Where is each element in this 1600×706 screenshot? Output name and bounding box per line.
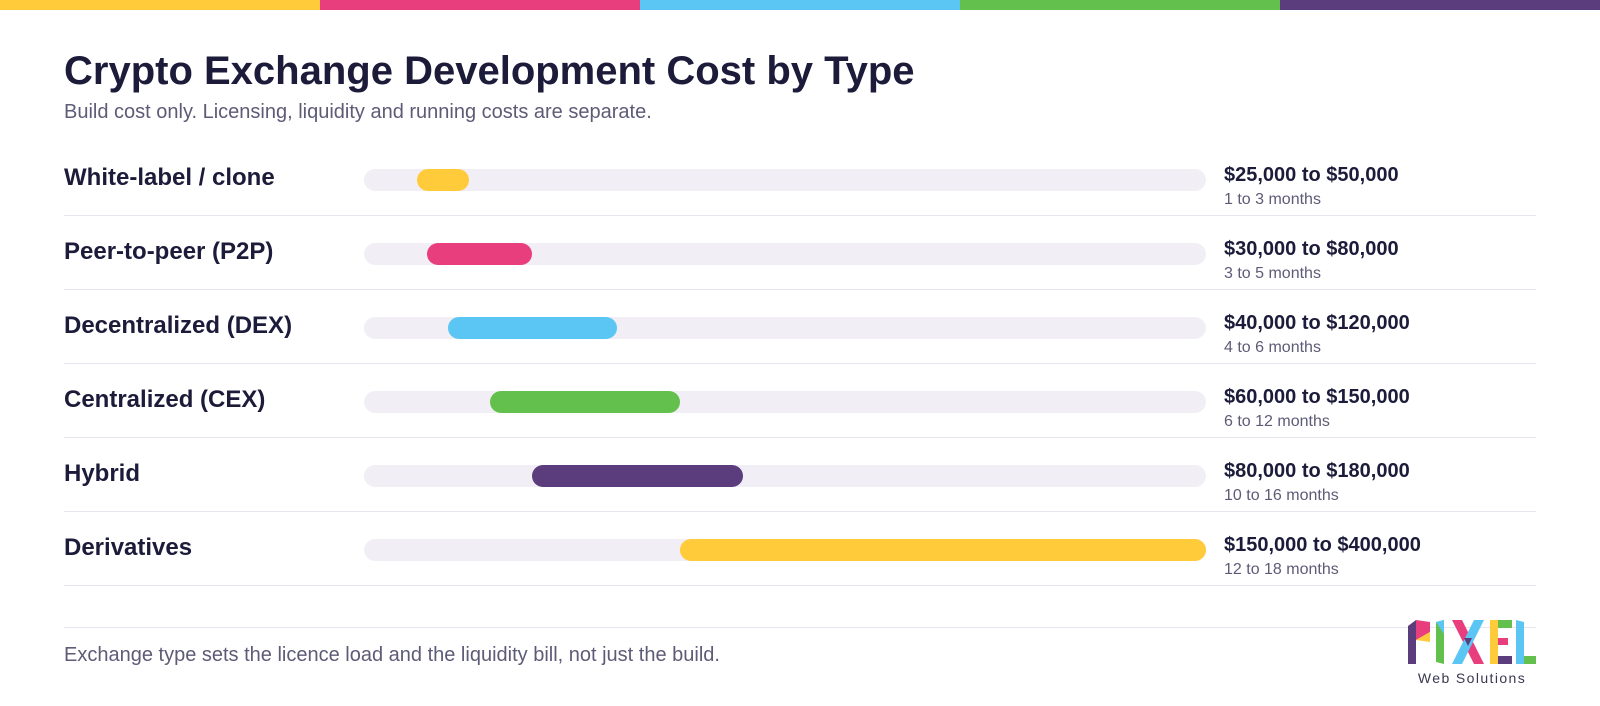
footer-divider [64, 627, 1536, 628]
chart-row: Centralized (CEX) $60,000 to $150,000 6 to… [64, 364, 1536, 438]
category-label: Centralized (CEX) [64, 386, 266, 413]
page-title: Crypto Exchange Development Cost by Type [64, 49, 915, 93]
bar-track [364, 317, 1206, 339]
pixel-logo-mark [1408, 620, 1536, 664]
cost-range-label: $60,000 to $150,000 [1224, 386, 1410, 408]
stripe-segment [1280, 0, 1600, 10]
cost-range-chart: White-label / clone $25,000 to $50,000 1 t… [64, 142, 1536, 586]
cost-range-bar [490, 391, 680, 413]
duration-label: 4 to 6 months [1224, 339, 1321, 356]
stripe-segment [320, 0, 640, 10]
bar-track [364, 243, 1206, 265]
cost-range-label: $40,000 to $120,000 [1224, 312, 1410, 334]
category-label: Peer-to-peer (P2P) [64, 238, 274, 265]
category-label: Hybrid [64, 460, 141, 487]
duration-label: 3 to 5 months [1224, 265, 1321, 282]
cost-range-bar [427, 243, 533, 265]
cost-range-bar [679, 539, 1206, 561]
chart-row: Peer-to-peer (P2P) $30,000 to $80,000 3 to… [64, 216, 1536, 290]
bar-track [364, 465, 1206, 487]
cost-range-label: $30,000 to $80,000 [1224, 238, 1399, 260]
page-subtitle: Build cost only. Licensing, liquidity an… [64, 101, 652, 123]
cost-range-label: $25,000 to $50,000 [1224, 164, 1399, 186]
bar-track [364, 169, 1206, 191]
stripe-segment [640, 0, 960, 10]
chart-row: Derivatives $150,000 to $400,000 12 to 18 … [64, 512, 1536, 586]
top-color-stripe [0, 0, 1600, 10]
chart-row: Decentralized (DEX) $40,000 to $120,000 4 … [64, 290, 1536, 364]
stripe-segment [960, 0, 1280, 10]
cost-range-bar [448, 317, 617, 339]
logo-caption: Web Solutions [1417, 670, 1527, 686]
chart-row: White-label / clone $25,000 to $50,000 1 t… [64, 142, 1536, 216]
duration-label: 1 to 3 months [1224, 191, 1321, 208]
bar-track [364, 391, 1206, 413]
category-label: Derivatives [64, 534, 193, 561]
cost-range-label: $150,000 to $400,000 [1224, 534, 1421, 556]
stripe-segment [0, 0, 320, 10]
bar-track [364, 539, 1206, 561]
brand-logo: Web Solutions [1408, 618, 1536, 690]
category-label: White-label / clone [64, 164, 275, 191]
category-label: Decentralized (DEX) [64, 312, 293, 339]
chart-row: Hybrid $80,000 to $180,000 10 to 16 months [64, 438, 1536, 512]
duration-label: 6 to 12 months [1224, 413, 1330, 430]
cost-range-label: $80,000 to $180,000 [1224, 460, 1410, 482]
cost-range-bar [532, 465, 743, 487]
duration-label: 10 to 16 months [1224, 487, 1339, 504]
cost-range-bar [416, 169, 470, 191]
footnote: Exchange type sets the licence load and … [64, 644, 720, 666]
duration-label: 12 to 18 months [1224, 561, 1339, 578]
